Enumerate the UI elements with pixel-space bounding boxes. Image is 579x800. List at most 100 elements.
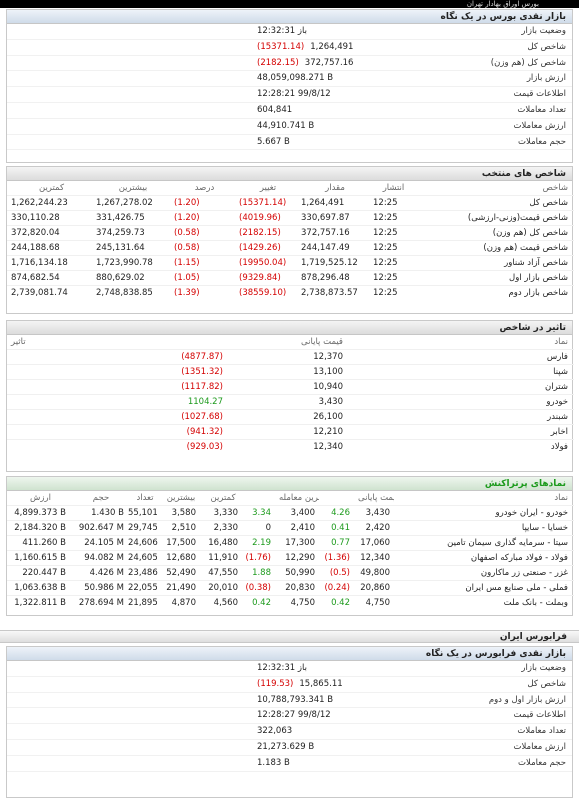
table-cell: شاخص آزاد شناور <box>414 254 574 270</box>
table-cell: 372,757.16 <box>297 224 369 240</box>
table-cell: 12:25 <box>369 239 414 255</box>
table-row: 1104.27 3,430 خودرو <box>7 393 574 409</box>
table-cell: 374,259.73 <box>92 224 170 240</box>
low-price: 20,010 <box>200 579 242 595</box>
table-row: (4877.87) 12,370 فارس <box>7 348 574 364</box>
fara-value: 12:28:27 99/8/12 <box>257 708 331 724</box>
table-cell: 330,110.28 <box>7 209 92 225</box>
selected-indices-panel: شاخص های منتخب کمترین بیشترین درصد تغییر مقد… <box>6 166 574 314</box>
column-header: قیمت پایانی <box>358 492 394 503</box>
table-cell: 245,131.64 <box>92 239 170 255</box>
glance-number: 604,841 <box>257 104 293 115</box>
glance-label: اطلاعات قیمت <box>513 89 566 100</box>
high-price: 21,490 <box>158 579 200 595</box>
impact-value: (4877.87) <box>7 348 227 364</box>
table-cell: (1.20) <box>170 209 235 225</box>
index-impact-table: تاثیر قیمت پایانی نماد (4877.87) 12,370 فارس… <box>7 335 574 454</box>
column-header: بیشترین <box>166 492 196 503</box>
table-cell: 1,262,244.23 <box>7 194 92 210</box>
symbol-name: وبملت - بانک ملت <box>394 594 574 610</box>
symbol-name: فولاد <box>347 438 574 454</box>
last-change: (1.76) <box>242 549 275 565</box>
fara-label: شاخص کل <box>527 678 566 689</box>
last-change: (0.38) <box>242 579 275 595</box>
glance-label: حجم معاملات <box>518 136 566 147</box>
impact-value: (941.32) <box>7 423 227 439</box>
table-cell: 1,716,134.18 <box>7 254 92 270</box>
table-row: 874,682.54 880,629.02 (1.05) (9329.84) 878,2… <box>7 269 574 285</box>
glance-value: 48,059,098.271 B <box>257 71 333 87</box>
glance-row: تعداد معاملات 604,841 <box>7 103 572 119</box>
table-cell: 12:25 <box>369 194 414 210</box>
close-price: 17,060 <box>354 534 394 550</box>
column-header: ارزش <box>30 492 51 503</box>
trade-count: 29,745 <box>128 519 158 535</box>
symbol-name: شتران <box>347 378 574 394</box>
table-cell: (1429.26) <box>235 239 297 255</box>
glance-row: شاخص کل (15371.14) 1,264,491 <box>7 40 572 56</box>
trade-volume: 902.647 M <box>70 519 128 535</box>
table-cell: 244,147.49 <box>297 239 369 255</box>
most-traded-title: نمادهای پرتراکنش <box>7 477 572 491</box>
table-cell: 1,264,491 <box>297 194 369 210</box>
trade-volume: 50.986 M <box>70 579 128 595</box>
close-price: 10,940 <box>227 378 347 394</box>
glance-number: 44,910.741 B <box>257 120 315 131</box>
trade-value: 1,322.811 B <box>7 594 70 610</box>
high-price: 4,870 <box>158 594 200 610</box>
last-price: 20,830 <box>275 579 319 595</box>
table-cell: 1,723,990.78 <box>92 254 170 270</box>
table-cell: شاخص قیمت(وزنی-ارزشی) <box>414 209 574 225</box>
close-price: 26,100 <box>227 408 347 424</box>
high-price: 17,500 <box>158 534 200 550</box>
glance-value: (15371.14) 1,264,491 <box>257 40 353 56</box>
table-cell: 12:25 <box>369 209 414 225</box>
column-header: تغییر <box>259 182 277 193</box>
low-price: 47,550 <box>200 564 242 580</box>
fara-value: (119.53) 15,865.11 <box>257 677 343 693</box>
column-header <box>242 491 275 505</box>
symbol-name: شبندر <box>347 408 574 424</box>
table-cell: 12:25 <box>369 284 414 300</box>
glance-row: ارزش معاملات 44,910.741 B <box>7 119 572 135</box>
glance-number: 48,059,098.271 B <box>257 73 334 84</box>
close-price: 3,430 <box>354 504 394 520</box>
last-price: 50,990 <box>275 564 319 580</box>
glance-value: باز 12:32:31 <box>257 24 307 40</box>
farabourse-ribbon: فرابورس ایران <box>0 630 579 643</box>
most-traded-panel: نمادهای پرتراکنش ارزش حجم تعداد بیشترین کمتر… <box>6 476 574 616</box>
table-cell: 1,267,278.02 <box>92 194 170 210</box>
close-price: 3,430 <box>227 393 347 409</box>
table-row: 1,262,244.23 1,267,278.02 (1.20) (15371.14)… <box>7 194 574 210</box>
table-row: 1,063.638 B 50.986 M 22,055 21,490 20,010 (0.… <box>7 579 574 595</box>
symbol-name: خسایا - سایپا <box>394 519 574 535</box>
fara-row: ارزش معاملات 21,273.629 B <box>7 740 572 756</box>
trade-count: 55,101 <box>128 504 158 520</box>
fara-label: ارزش معاملات <box>513 741 566 752</box>
table-row: 244,188.68 245,131.64 (0.58) (1429.26) 244,1… <box>7 239 574 255</box>
table-cell: 244,188.68 <box>7 239 92 255</box>
last-change: 0.42 <box>242 594 275 610</box>
close-change: (0.5) <box>319 564 354 580</box>
trade-count: 23,486 <box>128 564 158 580</box>
last-change: 0 <box>242 519 275 535</box>
fara-number: باز 12:32:31 <box>257 663 307 673</box>
high-price: 2,510 <box>158 519 200 535</box>
fara-row: وضعیت بازار باز 12:32:31 <box>7 661 572 677</box>
table-cell: (1.39) <box>170 284 235 300</box>
table-cell: شاخص کل <box>414 194 574 210</box>
column-header: قیمت پایانی <box>301 336 343 347</box>
trade-value: 2,184.320 B <box>7 519 70 535</box>
market-glance-title: بازار نقدی بورس در یک نگاه <box>7 10 572 24</box>
fara-number: 322,063 <box>257 726 293 737</box>
trade-value: 220.447 B <box>7 564 70 580</box>
column-header: حجم <box>92 492 110 503</box>
table-cell: (1.15) <box>170 254 235 270</box>
table-row: 4,899.373 B 1.430 B 55,101 3,580 3,330 3.34 3,… <box>7 504 574 520</box>
table-cell: 372,820.04 <box>7 224 92 240</box>
top-header: بورس اوراق بهادار تهران <box>0 0 579 8</box>
table-cell: شاخص قیمت (هم وزن) <box>414 239 574 255</box>
fara-value: 1.183 B <box>257 756 290 772</box>
symbol-name: سیتا - سرمایه گذاری سیمان تامین <box>394 534 574 550</box>
most-traded-table: ارزش حجم تعداد بیشترین کمترین آخرین معامله قیم… <box>7 491 574 610</box>
